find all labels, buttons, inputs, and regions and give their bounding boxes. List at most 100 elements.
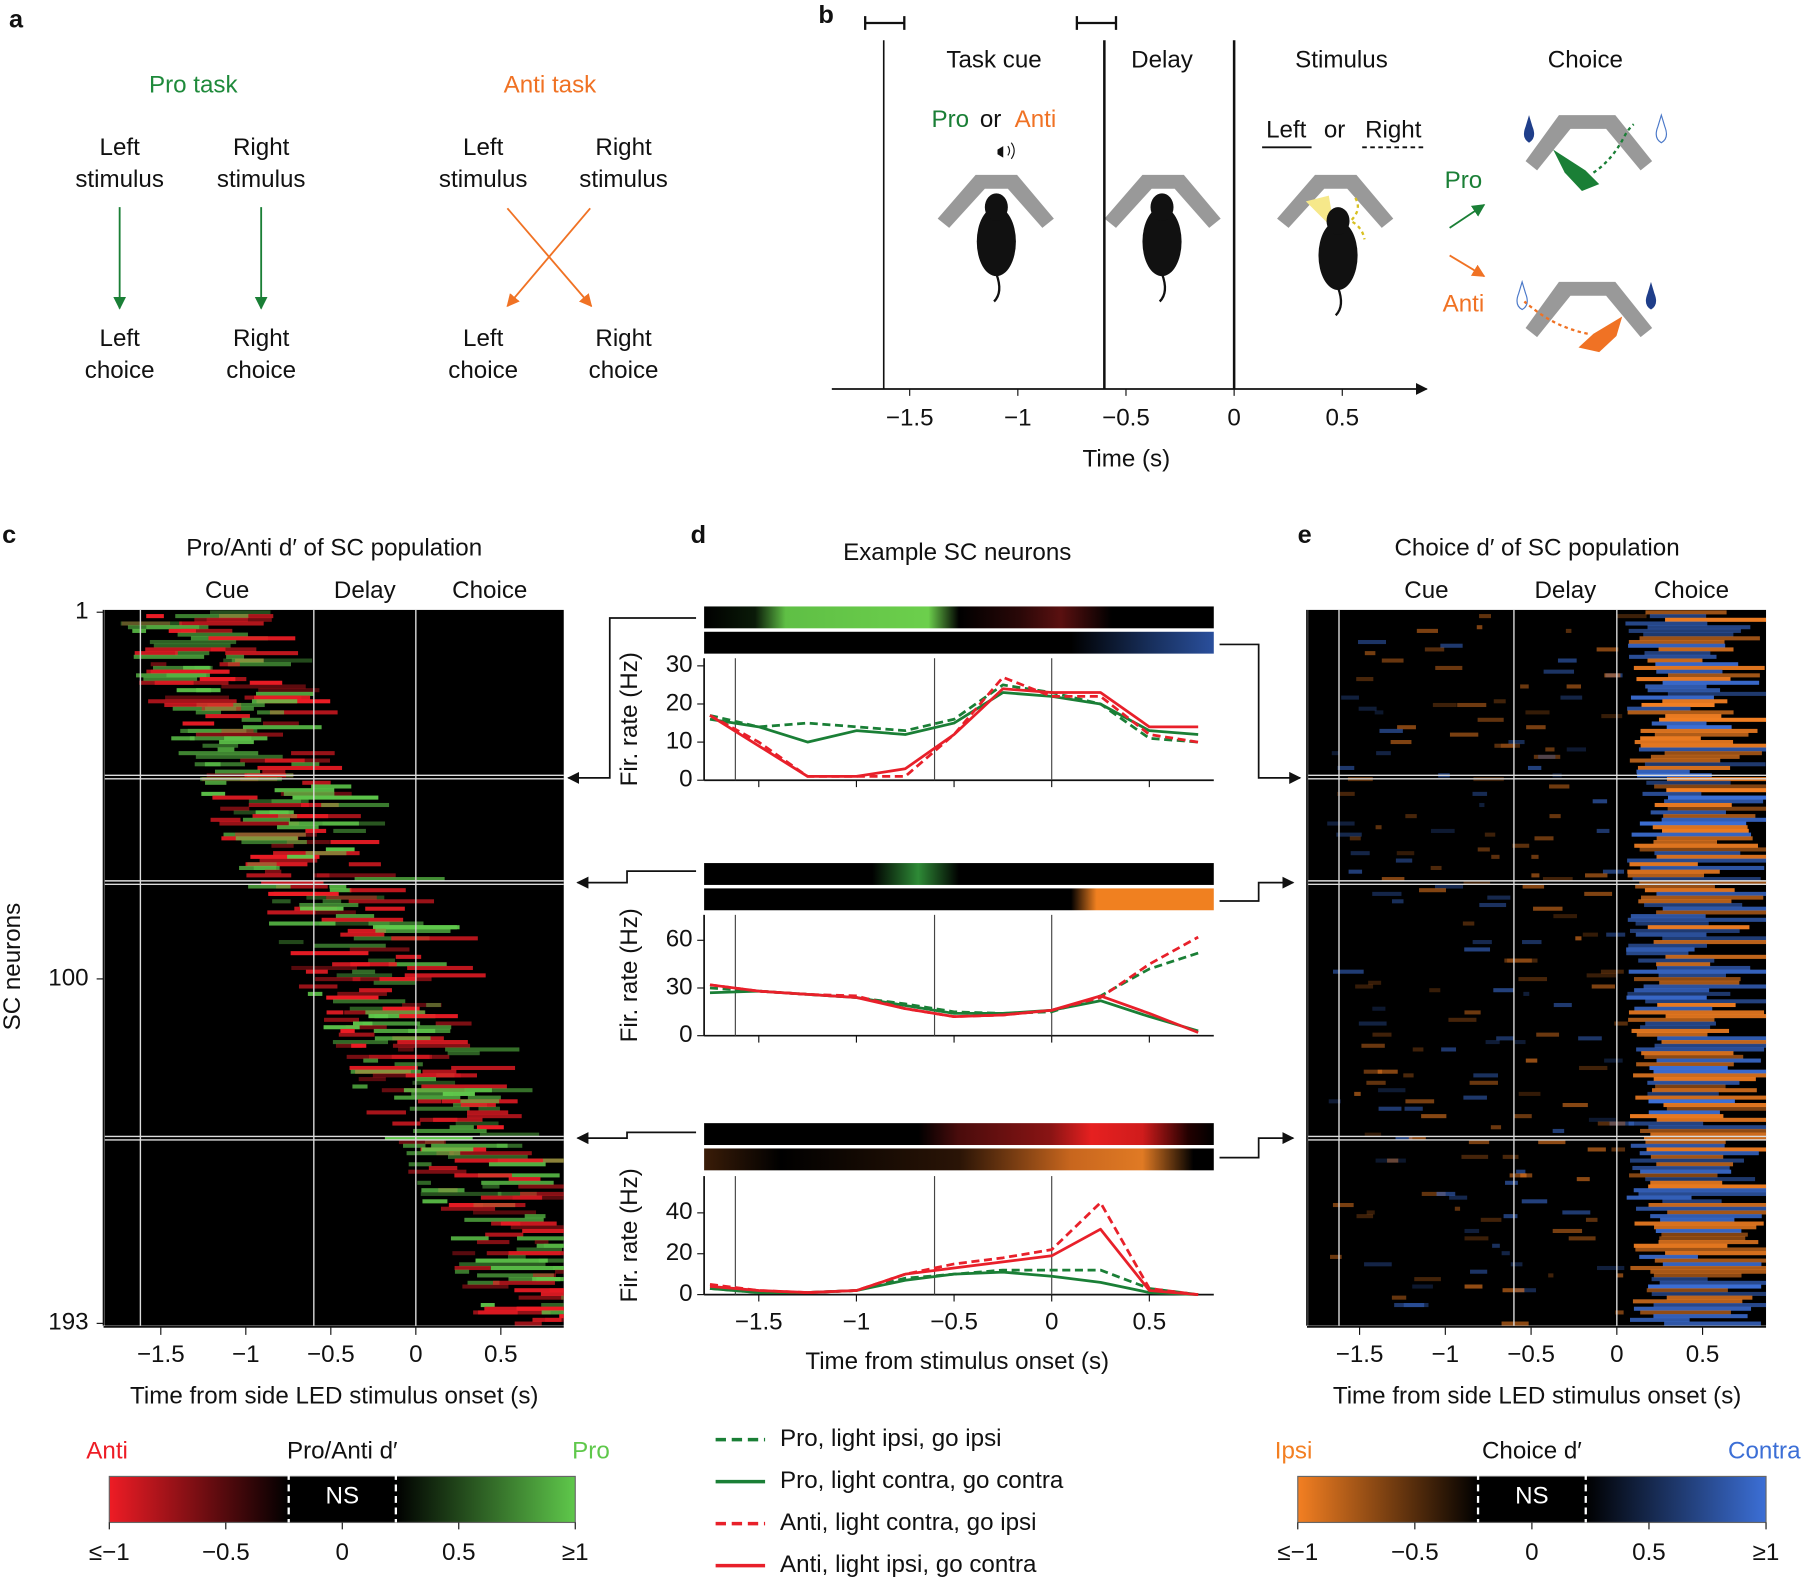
- heat-streak: [1376, 751, 1391, 756]
- heat-streak: [1585, 873, 1608, 878]
- heat-streak: [1648, 1125, 1767, 1130]
- heat-streak: [321, 917, 404, 922]
- heat-streak: [1501, 1321, 1529, 1326]
- heat-streak: [1609, 1121, 1635, 1126]
- heat-streak: [1647, 925, 1750, 930]
- heat-streak: [1527, 765, 1542, 770]
- heat-streak: [1651, 1088, 1757, 1093]
- heat-streak: [269, 710, 338, 715]
- heat-streak: [369, 1054, 432, 1059]
- heat-streak: [451, 1065, 516, 1071]
- heat-streak: [1629, 928, 1740, 933]
- stimulus-label: stimulus: [217, 166, 306, 193]
- heat-streak: [301, 802, 339, 808]
- heat-streak: [347, 928, 386, 933]
- heat-streak: [1633, 1073, 1767, 1078]
- heat-streak: [473, 1210, 537, 1215]
- heat-streak: [1421, 1191, 1446, 1196]
- heat-streak: [1634, 977, 1741, 982]
- heat-streak: [223, 658, 313, 663]
- heat-streak: [1634, 1006, 1713, 1011]
- heat-streak: [1492, 1243, 1500, 1248]
- stimulus-label: Right: [595, 134, 652, 161]
- heat-streak: [1644, 888, 1735, 893]
- heat-streak: [225, 651, 299, 656]
- heat-streak: [408, 1162, 432, 1167]
- heat-streak: [299, 902, 359, 908]
- heat-streak: [1421, 1114, 1447, 1119]
- colorbar-tick-label: 0: [1525, 1539, 1538, 1566]
- heat-streak: [305, 828, 327, 833]
- heat-streak: [259, 858, 318, 863]
- colorbar-title: Choice d′: [1482, 1438, 1582, 1465]
- heat-streak: [274, 788, 335, 793]
- heat-streak: [1630, 914, 1706, 919]
- heat-streak: [1330, 1254, 1342, 1259]
- heat-streak: [1646, 1288, 1728, 1293]
- heat-streak: [1405, 1099, 1435, 1104]
- heat-streak: [1432, 702, 1457, 708]
- heat-streak: [1653, 1303, 1767, 1308]
- heat-streak: [497, 1191, 537, 1196]
- heat-streak: [220, 806, 250, 811]
- heat-streak: [500, 1221, 557, 1226]
- heat-streak: [480, 1303, 495, 1308]
- heatmap-texture: [1327, 610, 1767, 1326]
- heat-streak: [153, 665, 209, 670]
- heat-streak: [1591, 984, 1615, 989]
- heat-streak: [1597, 1265, 1625, 1271]
- heat-streak: [1464, 947, 1491, 952]
- heat-streak: [1522, 940, 1542, 945]
- axis-label: Time (s): [1083, 446, 1171, 473]
- heat-streak: [153, 643, 231, 648]
- heat-streak: [555, 1269, 564, 1274]
- heat-streak: [1477, 847, 1490, 852]
- heat-streak: [208, 636, 296, 641]
- choice-label: Right: [233, 325, 290, 352]
- stimulus-label: Right: [233, 134, 290, 161]
- heat-streak: [459, 1262, 546, 1267]
- heat-streak: [1635, 1247, 1767, 1252]
- heat-streak: [219, 662, 240, 667]
- y-axis-label: Fir. rate (Hz): [616, 908, 643, 1042]
- heat-streak: [1462, 921, 1475, 926]
- heat-streak: [1627, 706, 1691, 711]
- heat-streak: [1520, 684, 1529, 689]
- heat-streak: [256, 691, 315, 696]
- heat-streak: [517, 1236, 564, 1241]
- heat-streak: [345, 1025, 387, 1030]
- heat-streak: [406, 1151, 461, 1156]
- heat-streak: [1665, 714, 1722, 719]
- heat-streak: [373, 1028, 436, 1033]
- heat-streak: [1355, 984, 1374, 989]
- heat-streak: [261, 880, 324, 885]
- heat-streak: [1656, 836, 1753, 841]
- stim-left: Left: [1266, 117, 1307, 144]
- heat-streak: [1403, 1303, 1429, 1308]
- heat-streak: [195, 710, 222, 715]
- heat-streak: [1648, 1099, 1735, 1104]
- heat-streak: [1629, 758, 1721, 763]
- y-tick-label: 0: [679, 766, 692, 793]
- heat-streak: [1361, 1043, 1385, 1048]
- heat-streak: [1381, 658, 1404, 663]
- panel-a-arrows: [113, 207, 593, 310]
- heat-streak: [1505, 1180, 1518, 1185]
- choice-label: choice: [85, 357, 155, 384]
- connectors: [567, 617, 1302, 1159]
- heat-streak: [1538, 754, 1556, 759]
- heat-streak: [1636, 1206, 1767, 1211]
- heat-streak: [382, 1006, 420, 1011]
- heat-streak: [1377, 1069, 1398, 1074]
- heat-streak: [201, 791, 226, 796]
- heat-streak: [240, 758, 330, 763]
- heat-streak: [210, 647, 257, 652]
- heat-streak: [1640, 743, 1767, 748]
- heat-streak: [335, 914, 375, 919]
- x-tick-label: −1.5: [735, 1309, 783, 1336]
- heat-streak: [1628, 628, 1741, 633]
- heat-streak: [1654, 1225, 1757, 1230]
- heat-streak: [1604, 673, 1621, 678]
- heat-streak: [1665, 1014, 1767, 1019]
- heat-streak: [175, 651, 210, 656]
